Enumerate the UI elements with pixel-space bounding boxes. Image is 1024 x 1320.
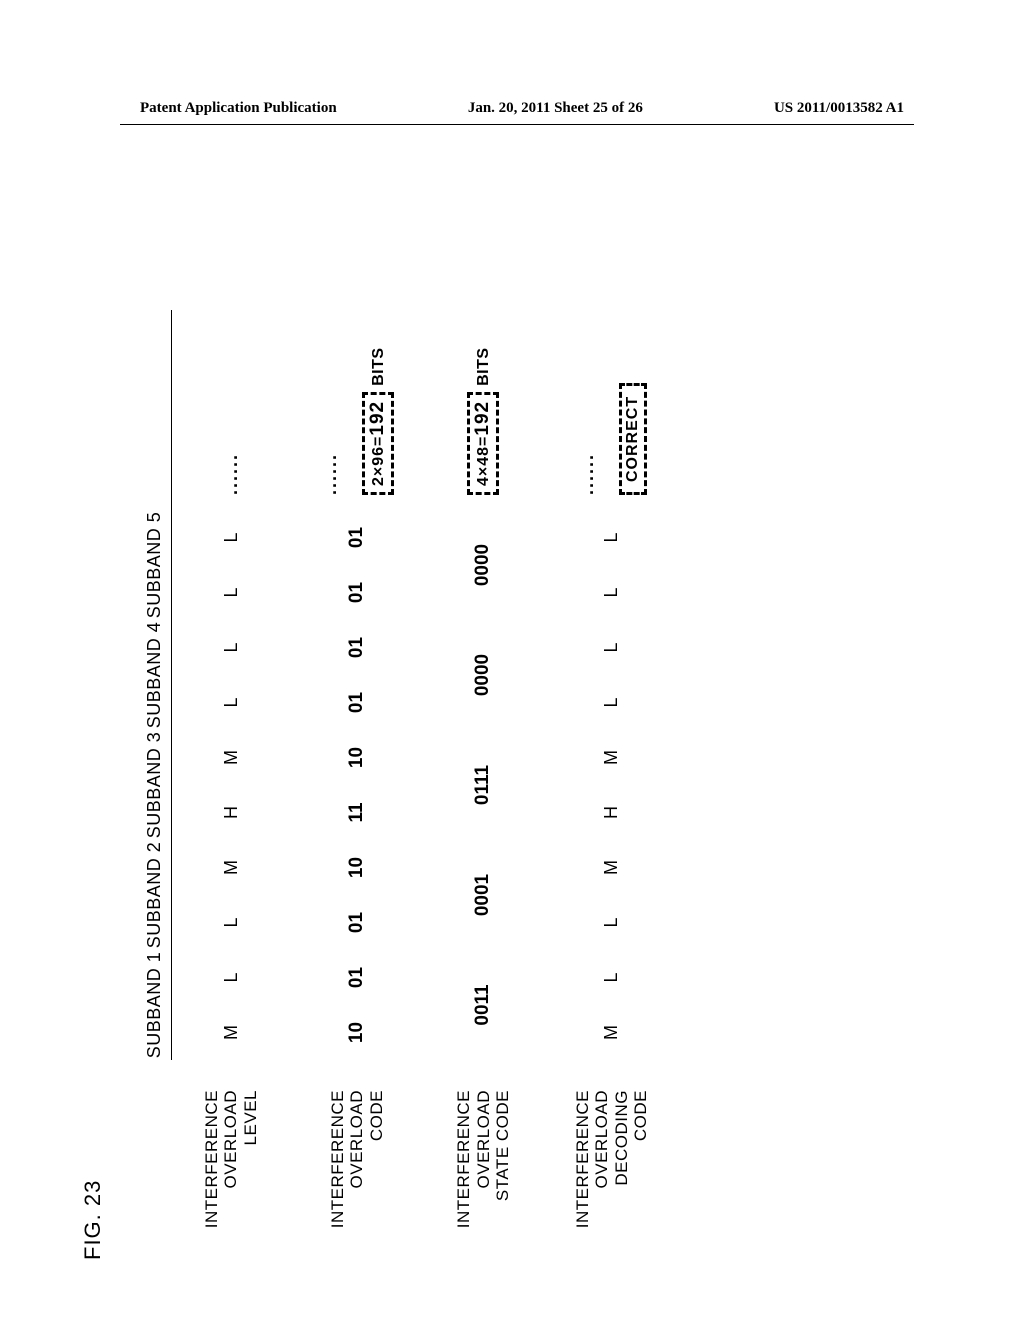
cell: L: [172, 950, 291, 1005]
subband-table: SUBBAND 1 SUBBAND 2 SUBBAND 3 SUBBAND 4 …: [136, 310, 681, 1240]
cell: 0111: [424, 730, 543, 840]
col-subband-1: SUBBAND 1: [136, 950, 172, 1060]
cell: L: [543, 510, 681, 565]
cell: 01: [290, 895, 424, 950]
cell: 0001: [424, 840, 543, 950]
header-left: Patent Application Publication: [140, 100, 337, 117]
col-subband-2: SUBBAND 2: [136, 840, 172, 950]
cell: 01: [290, 620, 424, 675]
cell: M: [172, 730, 291, 785]
row-state-code: INTERFERENCE OVERLOAD STATE CODE 0011 00…: [424, 310, 543, 1240]
table-header-row: SUBBAND 1 SUBBAND 2 SUBBAND 3 SUBBAND 4 …: [136, 310, 172, 1240]
row2-bits: BITS: [370, 347, 387, 391]
cell: 10: [290, 730, 424, 785]
row1-label: INTERFERENCE OVERLOAD LEVEL: [172, 1060, 291, 1240]
header-center: Jan. 20, 2011 Sheet 25 of 26: [468, 100, 643, 117]
row2-annot: 2×96=192: [362, 392, 394, 495]
cell: M: [172, 840, 291, 895]
cell: M: [172, 1005, 291, 1060]
cell: L: [543, 675, 681, 730]
cell: L: [172, 675, 291, 730]
header-rule: [120, 124, 914, 125]
cell: 0011: [424, 950, 543, 1060]
cell: 10: [290, 840, 424, 895]
cell: 01: [290, 950, 424, 1005]
row-overload-level: INTERFERENCE OVERLOAD LEVEL M L L M H M …: [172, 310, 291, 1240]
row3-annot: 4×48=192: [467, 392, 499, 495]
cell: 01: [290, 675, 424, 730]
row3-trail: 4×48=192 BITS: [424, 310, 543, 510]
col-subband-5: SUBBAND 5: [136, 510, 172, 620]
cell: L: [543, 565, 681, 620]
figure-container: FIG. 23 SUBBAND 1 SUBBAND 2 SUBBAND 3 SU…: [0, 160, 1024, 1280]
cell: H: [543, 785, 681, 840]
row1-trail: ......: [172, 310, 291, 510]
row3-label: INTERFERENCE OVERLOAD STATE CODE: [424, 1060, 543, 1240]
row-overload-code: INTERFERENCE OVERLOAD CODE 10 01 01 10 1…: [290, 310, 424, 1240]
figure-label: FIG. 23: [80, 160, 106, 1260]
cell: M: [543, 730, 681, 785]
row4-label: INTERFERENCE OVERLOAD DECODING CODE: [543, 1060, 681, 1240]
col-subband-4: SUBBAND 4: [136, 620, 172, 730]
col-subband-3: SUBBAND 3: [136, 730, 172, 840]
row3-bits: BITS: [475, 347, 492, 391]
cell: L: [172, 565, 291, 620]
cell: 01: [290, 565, 424, 620]
cell: L: [543, 620, 681, 675]
cell: 10: [290, 1005, 424, 1060]
cell: 11: [290, 785, 424, 840]
cell: 01: [290, 510, 424, 565]
cell: L: [172, 620, 291, 675]
cell: H: [172, 785, 291, 840]
cell: M: [543, 840, 681, 895]
cell: L: [543, 950, 681, 1005]
cell: M: [543, 1005, 681, 1060]
header-right: US 2011/0013582 A1: [774, 100, 904, 117]
row2-trail: ...... 2×96=192 BITS: [290, 310, 424, 510]
cell: L: [172, 510, 291, 565]
row2-label: INTERFERENCE OVERLOAD CODE: [290, 1060, 424, 1240]
row-decoding-code: INTERFERENCE OVERLOAD DECODING CODE M L …: [543, 310, 681, 1240]
cell: 0000: [424, 510, 543, 620]
row4-annot: CORRECT: [619, 383, 647, 495]
cell: L: [543, 895, 681, 950]
cell: 0000: [424, 620, 543, 730]
cell: L: [172, 895, 291, 950]
row4-trail: ...... CORRECT: [543, 310, 681, 510]
